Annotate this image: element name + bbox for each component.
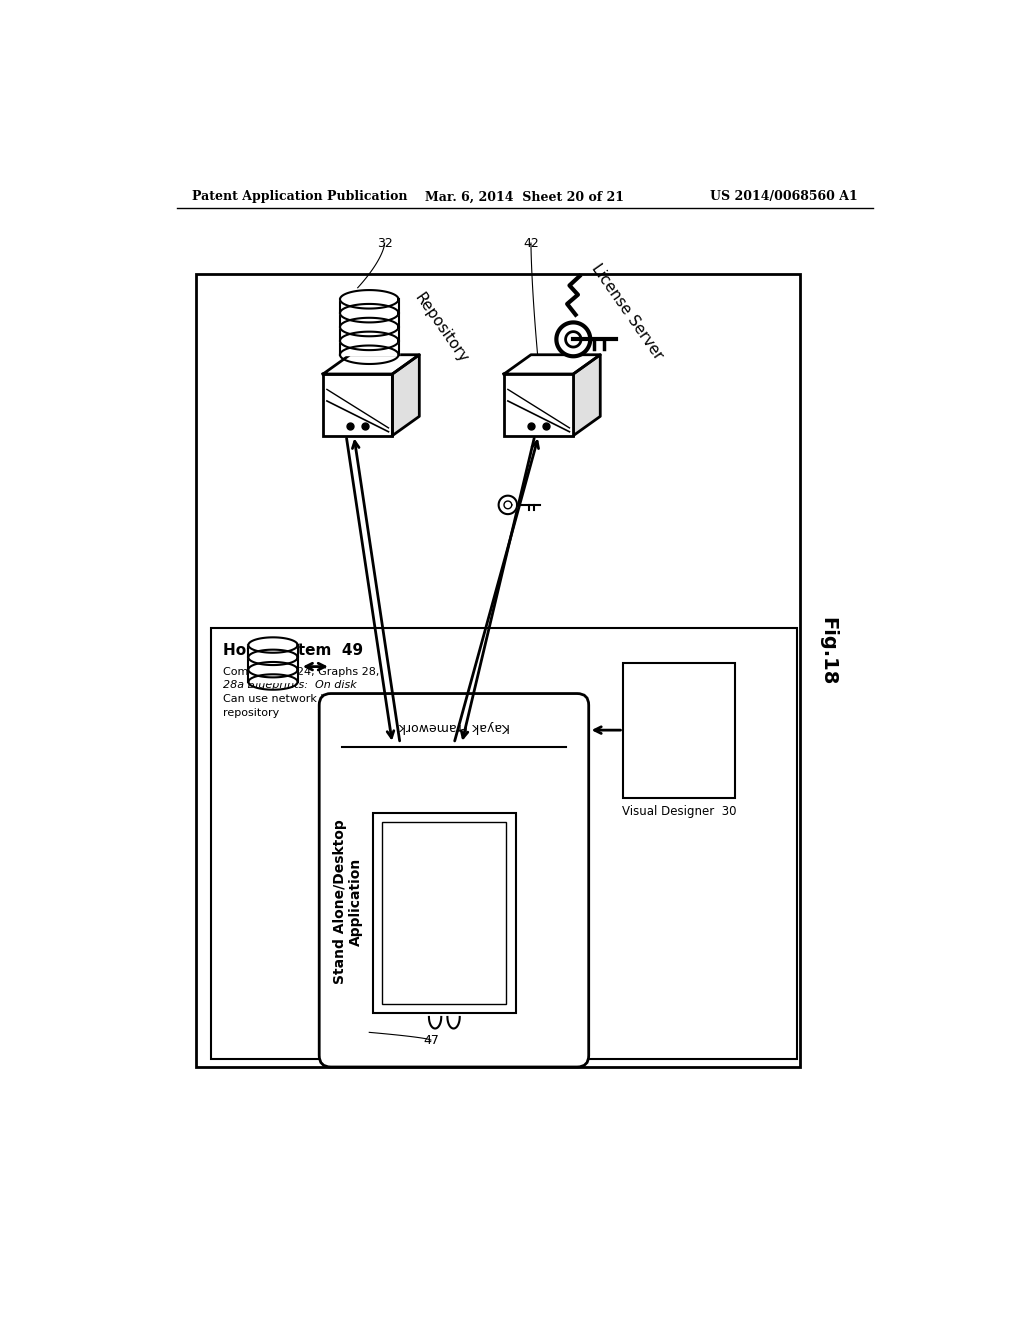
Bar bbox=[504, 374, 573, 436]
Polygon shape bbox=[249, 657, 298, 669]
Polygon shape bbox=[323, 355, 419, 374]
Text: Host System  49: Host System 49 bbox=[223, 644, 364, 659]
Polygon shape bbox=[340, 341, 398, 355]
Polygon shape bbox=[340, 290, 398, 309]
Bar bbox=[373, 813, 515, 1014]
Polygon shape bbox=[392, 355, 419, 436]
Polygon shape bbox=[556, 322, 590, 356]
Polygon shape bbox=[249, 645, 298, 657]
Text: US 2014/0068560 A1: US 2014/0068560 A1 bbox=[710, 190, 857, 203]
Text: 28a Blueprints:  On disk: 28a Blueprints: On disk bbox=[223, 681, 356, 690]
Polygon shape bbox=[249, 649, 298, 665]
Bar bbox=[196, 275, 801, 1067]
Polygon shape bbox=[340, 327, 398, 341]
Text: Can use network based: Can use network based bbox=[223, 694, 354, 705]
Bar bbox=[211, 628, 797, 1059]
FancyBboxPatch shape bbox=[319, 693, 589, 1067]
Polygon shape bbox=[340, 313, 398, 327]
Polygon shape bbox=[340, 318, 398, 337]
Polygon shape bbox=[499, 496, 517, 513]
Polygon shape bbox=[249, 663, 298, 677]
Text: Kayak Framework: Kayak Framework bbox=[398, 721, 510, 734]
Text: 42: 42 bbox=[523, 236, 539, 249]
Text: Fig.18: Fig.18 bbox=[818, 616, 837, 685]
Bar bbox=[382, 822, 506, 1003]
Polygon shape bbox=[340, 300, 398, 313]
Text: Repository: Repository bbox=[412, 290, 471, 367]
Polygon shape bbox=[340, 304, 398, 322]
Text: Mar. 6, 2014  Sheet 20 of 21: Mar. 6, 2014 Sheet 20 of 21 bbox=[425, 190, 625, 203]
Bar bbox=[323, 374, 392, 436]
Polygon shape bbox=[249, 638, 298, 652]
Text: 47: 47 bbox=[423, 1034, 439, 1047]
Text: License Server: License Server bbox=[589, 261, 666, 363]
Text: 32: 32 bbox=[377, 236, 392, 249]
Polygon shape bbox=[573, 355, 600, 436]
Polygon shape bbox=[249, 669, 298, 682]
Text: Visual Designer  30: Visual Designer 30 bbox=[622, 805, 736, 818]
Text: Components 24, Graphs 28,: Components 24, Graphs 28, bbox=[223, 667, 379, 677]
Text: Stand Alone/Desktop
Application: Stand Alone/Desktop Application bbox=[333, 820, 362, 983]
Text: repository: repository bbox=[223, 708, 280, 718]
Polygon shape bbox=[504, 355, 600, 374]
Polygon shape bbox=[340, 331, 398, 350]
Bar bbox=[624, 663, 735, 797]
Text: Patent Application Publication: Patent Application Publication bbox=[193, 190, 408, 203]
